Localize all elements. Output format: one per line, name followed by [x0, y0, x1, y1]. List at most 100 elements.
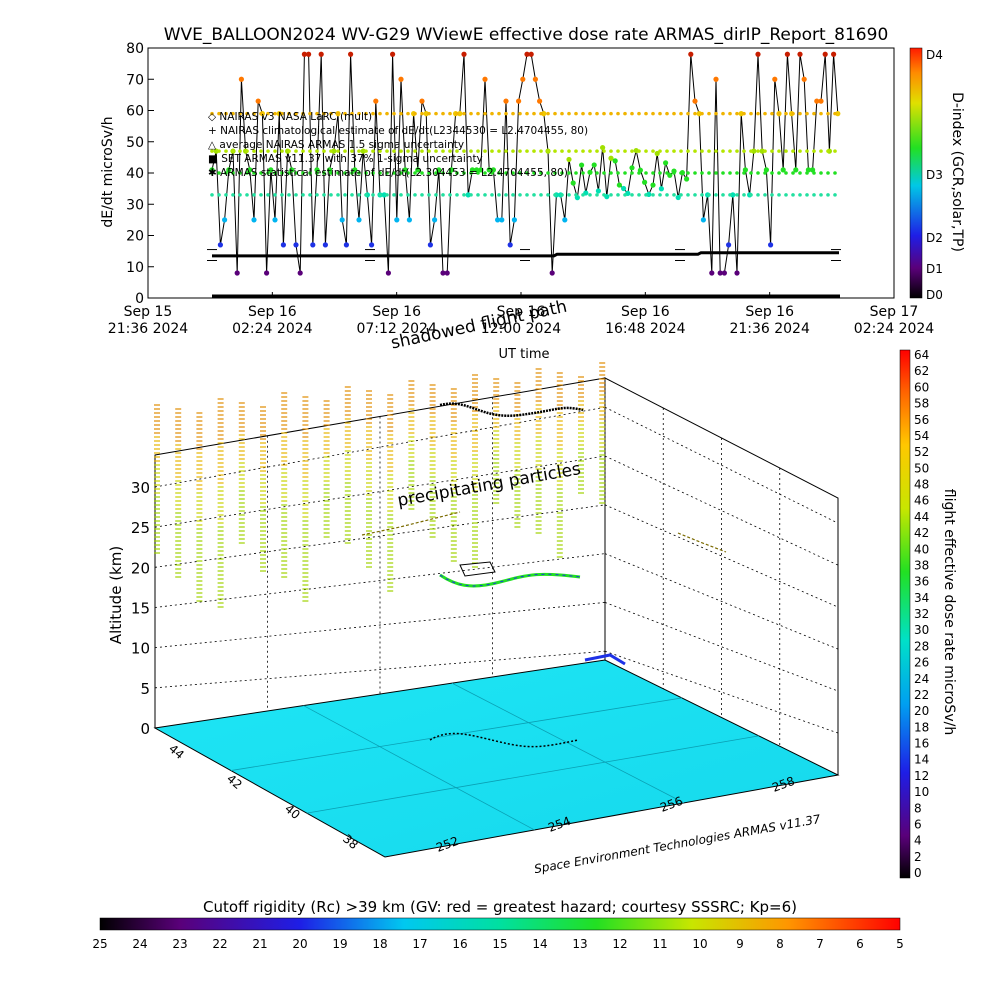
dose-colorbar-tick-label: 56 — [914, 413, 929, 427]
nairas-point — [385, 193, 389, 197]
armas-point — [831, 51, 837, 57]
nairas-point — [588, 193, 592, 197]
dose-colorbar-tick-label: 50 — [914, 461, 929, 475]
nairas-point — [329, 149, 333, 153]
nairas-point — [469, 111, 473, 116]
armas-point — [385, 270, 391, 276]
nairas-point — [700, 193, 704, 197]
armas-point — [549, 270, 555, 276]
nairas-point — [413, 149, 417, 153]
armas-point — [541, 111, 547, 117]
armas-point — [276, 111, 282, 117]
cutoff-tick-label: 16 — [452, 937, 467, 951]
armas-point — [595, 188, 602, 194]
nairas-point — [385, 111, 389, 116]
armas-point — [654, 150, 660, 157]
nairas-point — [574, 193, 578, 197]
nairas-point — [735, 193, 739, 197]
armas-point — [398, 76, 404, 82]
armas-point — [726, 242, 732, 248]
nairas-point — [210, 111, 214, 116]
nairas-point — [224, 193, 228, 197]
armas-point — [562, 217, 568, 223]
armas-point — [440, 270, 446, 276]
dose-colorbar — [899, 349, 911, 879]
grid-line — [154, 553, 606, 608]
nairas-point — [483, 149, 487, 153]
nairas-point — [777, 149, 781, 153]
dose-colorbar-tick-label: 58 — [914, 397, 929, 411]
nairas-point — [574, 111, 578, 116]
nairas-point — [287, 193, 291, 197]
armas-point — [520, 76, 526, 82]
nairas-point — [791, 193, 795, 197]
nairas-point — [714, 149, 718, 153]
nairas-point — [525, 149, 529, 153]
nairas-point — [546, 193, 550, 197]
nairas-point — [812, 171, 816, 175]
x-tick-label-date: Sep 16 — [372, 304, 421, 320]
armas-point — [415, 167, 421, 173]
nairas-point — [833, 149, 837, 153]
nairas-point — [770, 193, 774, 197]
nairas-point — [252, 193, 256, 197]
top-series — [207, 51, 841, 298]
nairas-point — [798, 193, 802, 197]
cutoff-tick-label: 24 — [132, 937, 147, 951]
armas-point — [234, 270, 240, 276]
nairas-point — [280, 193, 284, 197]
cutoff-tick-label: 8 — [776, 937, 784, 951]
nairas-point — [294, 149, 298, 153]
nairas-point — [791, 111, 795, 116]
armas-point — [579, 162, 585, 168]
dose-colorbar-tick-label: 22 — [914, 688, 929, 702]
armas-point — [310, 242, 316, 248]
nairas-point — [294, 171, 298, 175]
nairas-point — [560, 149, 564, 153]
nairas-point — [350, 149, 354, 153]
floor-grid — [230, 682, 759, 831]
armas-point — [721, 270, 728, 276]
x-tick-label-date: Sep 16 — [621, 304, 670, 320]
armas-point — [780, 167, 786, 173]
dose-colorbar-tick-label: 32 — [914, 607, 929, 621]
nairas-point — [637, 193, 641, 197]
nairas-point — [392, 149, 396, 153]
dose-colorbar-tick-label: 4 — [914, 834, 922, 848]
nairas-point — [623, 171, 627, 175]
nairas-point — [721, 111, 725, 116]
nairas-point — [364, 193, 368, 197]
legend-entry: ◇ NAIRAS v3 NASA LaRC (mult) — [208, 111, 372, 123]
nairas-point — [413, 111, 417, 116]
nairas-point — [266, 193, 270, 197]
nairas-point — [588, 149, 592, 153]
nairas-point — [658, 193, 662, 197]
nairas-point — [595, 111, 599, 116]
armas-point — [461, 51, 467, 57]
armas-point — [608, 155, 614, 161]
nairas-point — [497, 171, 501, 175]
nairas-point — [252, 111, 256, 116]
nairas-point — [770, 149, 774, 153]
nairas-point — [427, 149, 431, 153]
nairas-point — [385, 149, 389, 153]
nairas-point — [721, 149, 725, 153]
nairas-point — [420, 171, 424, 175]
nairas-point — [525, 171, 529, 175]
armas-point — [423, 111, 429, 117]
armas-point — [427, 242, 433, 248]
nairas-point — [581, 111, 585, 116]
y-tick-label: 50 — [126, 135, 144, 151]
nairas-point — [273, 193, 277, 197]
ground-mark — [584, 653, 626, 666]
nairas-point — [777, 193, 781, 197]
nairas-point — [511, 111, 515, 116]
nairas-point — [483, 193, 487, 197]
armas-point — [507, 242, 513, 248]
nairas-point — [448, 171, 452, 175]
dose-colorbar-ticks: 6462605856545250484644424038363432302826… — [914, 348, 929, 880]
armas-point — [763, 167, 770, 173]
nairas-point — [252, 149, 256, 153]
armas-point — [738, 111, 744, 117]
